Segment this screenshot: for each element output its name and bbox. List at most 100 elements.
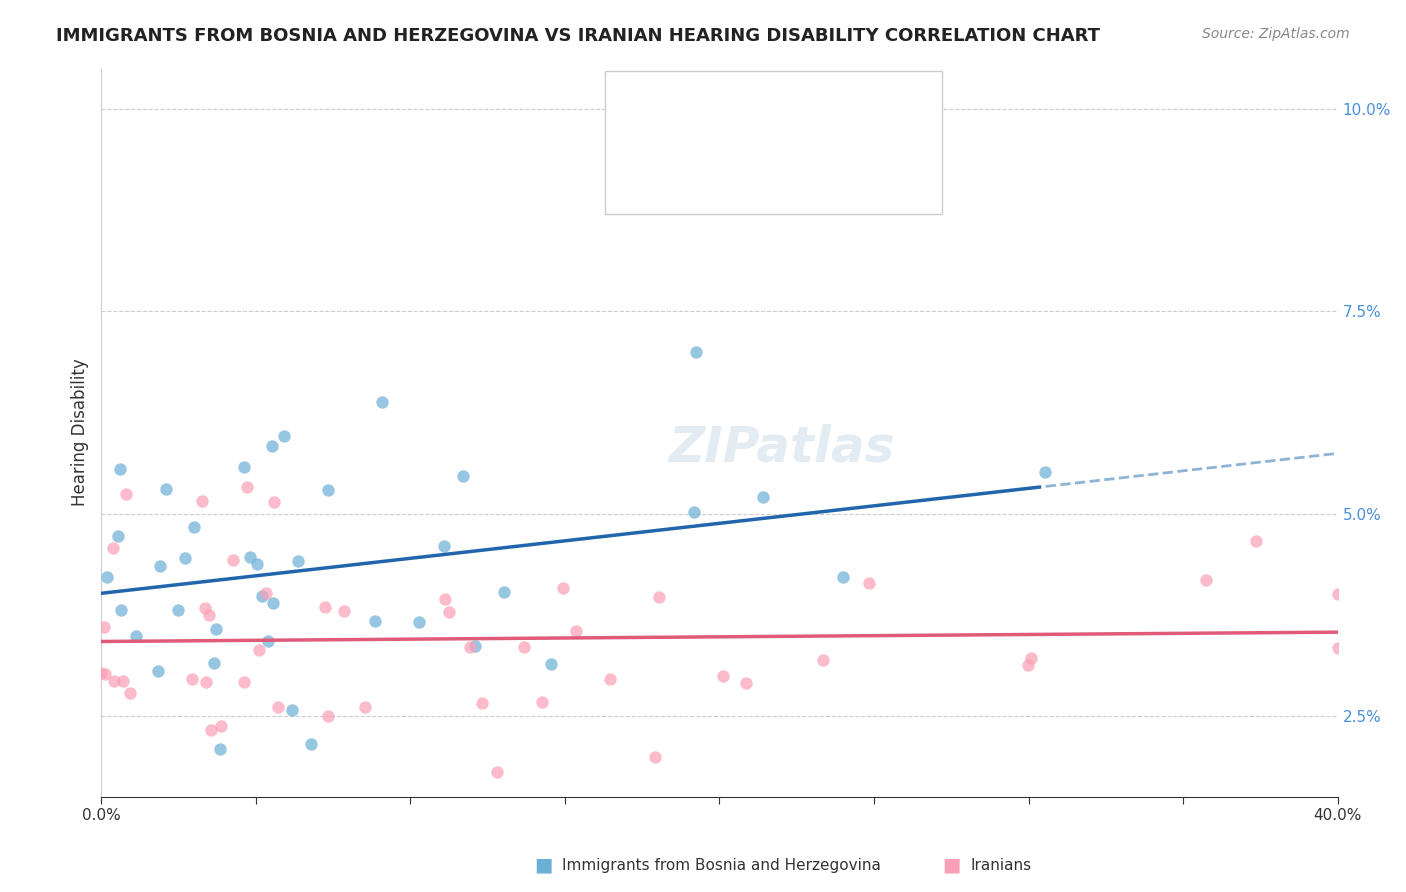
Point xyxy=(262,597,284,611)
Point xyxy=(540,657,562,672)
Point xyxy=(101,541,124,555)
Point xyxy=(93,667,115,681)
Point xyxy=(553,582,575,596)
Point xyxy=(492,585,515,599)
Point xyxy=(363,614,385,628)
Text: ■: ■ xyxy=(942,855,960,875)
Text: 39: 39 xyxy=(837,114,860,132)
Point xyxy=(110,603,132,617)
Point xyxy=(267,700,290,714)
Point xyxy=(1017,658,1039,673)
Point xyxy=(146,664,169,678)
Point xyxy=(232,674,254,689)
Point xyxy=(831,570,853,584)
Point xyxy=(531,695,554,709)
Text: ■: ■ xyxy=(534,855,553,875)
Text: Source: ZipAtlas.com: Source: ZipAtlas.com xyxy=(1202,27,1350,41)
Point xyxy=(263,495,285,509)
Text: 0.152: 0.152 xyxy=(724,156,776,174)
Point xyxy=(1246,534,1268,549)
Point xyxy=(181,673,204,687)
Text: Iranians: Iranians xyxy=(970,858,1031,872)
Point xyxy=(565,624,588,638)
Point xyxy=(408,615,430,629)
Point xyxy=(149,558,172,573)
Point xyxy=(90,665,112,680)
Point xyxy=(316,483,339,498)
Text: Immigrants from Bosnia and Herzegovina: Immigrants from Bosnia and Herzegovina xyxy=(562,858,882,872)
Point xyxy=(354,700,377,714)
Point xyxy=(190,494,212,508)
Point xyxy=(752,490,775,504)
Point xyxy=(648,590,671,604)
Point xyxy=(486,765,509,780)
Point xyxy=(174,550,197,565)
Point xyxy=(200,723,222,738)
Point xyxy=(254,586,277,600)
Point xyxy=(471,697,494,711)
Text: 0.467: 0.467 xyxy=(724,114,776,132)
Point xyxy=(115,487,138,501)
Point xyxy=(257,634,280,648)
Point xyxy=(1021,650,1043,665)
Point xyxy=(96,569,118,583)
Point xyxy=(195,675,218,690)
Point xyxy=(735,675,758,690)
Point xyxy=(858,576,880,591)
Point xyxy=(103,673,125,688)
Point xyxy=(93,620,115,634)
Point xyxy=(208,742,231,756)
Point xyxy=(599,672,621,686)
Point xyxy=(439,605,461,619)
Point xyxy=(1326,641,1348,656)
Point xyxy=(209,719,232,733)
Point xyxy=(299,737,322,751)
Point xyxy=(167,603,190,617)
Point xyxy=(464,639,486,653)
Point xyxy=(711,668,734,682)
Point xyxy=(1033,465,1056,479)
Point xyxy=(1326,587,1348,601)
Point xyxy=(125,629,148,643)
Point xyxy=(183,519,205,533)
Point xyxy=(155,482,177,496)
Point xyxy=(287,553,309,567)
Point xyxy=(644,750,666,764)
Point xyxy=(273,429,295,443)
Point xyxy=(202,656,225,670)
Text: R =: R = xyxy=(682,156,718,174)
Point xyxy=(205,622,228,636)
Point xyxy=(683,505,706,519)
Point xyxy=(246,557,269,571)
Point xyxy=(262,438,284,452)
Point xyxy=(332,604,354,618)
Point xyxy=(235,479,257,493)
Text: N =: N = xyxy=(794,156,831,174)
Point xyxy=(451,469,474,483)
Point xyxy=(434,591,457,606)
Point xyxy=(685,344,707,359)
Text: N =: N = xyxy=(794,114,831,132)
Point xyxy=(318,709,340,723)
Point xyxy=(811,653,834,667)
Y-axis label: Hearing Disability: Hearing Disability xyxy=(72,359,89,507)
Point xyxy=(281,703,304,717)
Point xyxy=(194,601,217,615)
Text: IMMIGRANTS FROM BOSNIA AND HERZEGOVINA VS IRANIAN HEARING DISABILITY CORRELATION: IMMIGRANTS FROM BOSNIA AND HERZEGOVINA V… xyxy=(56,27,1101,45)
Point xyxy=(250,590,273,604)
Point xyxy=(1195,574,1218,588)
Point xyxy=(249,643,271,657)
Point xyxy=(232,459,254,474)
Point xyxy=(198,607,221,622)
Point xyxy=(314,599,336,614)
Point xyxy=(239,549,262,564)
Point xyxy=(108,462,131,476)
Text: R =: R = xyxy=(682,114,718,132)
Point xyxy=(458,640,481,655)
Point xyxy=(112,673,135,688)
Text: ZIPatlas: ZIPatlas xyxy=(668,423,894,471)
Point xyxy=(433,539,456,553)
Point xyxy=(221,553,243,567)
Point xyxy=(371,395,394,409)
Text: 48: 48 xyxy=(837,156,859,174)
